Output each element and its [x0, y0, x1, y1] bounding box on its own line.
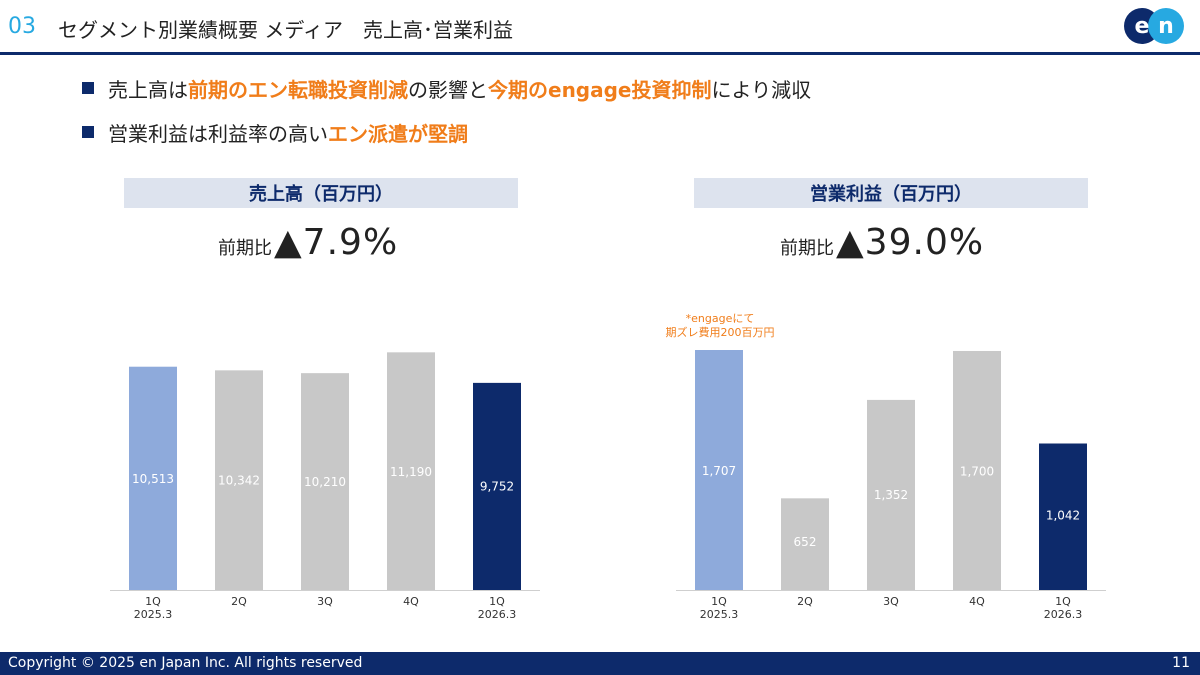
header-divider — [0, 52, 1200, 55]
revenue-bar-chart: 10,5131Q2025.310,3422Q10,2103Q11,1904Q9,… — [110, 352, 540, 621]
x-tick-label: 1Q — [489, 595, 505, 608]
x-tick-label: 1Q — [711, 595, 727, 608]
bullet-point-profit: 営業利益は利益率の高いエン派遣が堅調 — [82, 110, 811, 154]
bar — [1039, 443, 1087, 590]
yoy-label: 前期比 — [780, 238, 834, 259]
data-label: 10,342 — [218, 474, 260, 488]
x-tick-label: 4Q — [969, 595, 985, 608]
data-label: 9,752 — [480, 480, 514, 494]
bar — [781, 498, 829, 590]
en-logo: e n — [1124, 8, 1184, 44]
x-tick-label: 3Q — [883, 595, 899, 608]
body-text: により減収 — [711, 77, 812, 102]
yoy-value: ▲39.0% — [836, 222, 985, 263]
x-tick-label: 2Q — [797, 595, 813, 608]
x-tick-label: 2025.3 — [700, 608, 739, 621]
highlight-text: エン派遣が堅調 — [328, 121, 468, 146]
data-label: 1,352 — [874, 488, 908, 502]
slide-title: セグメント別業績概要 メディア 売上高･営業利益 — [58, 18, 513, 42]
bar — [301, 373, 349, 590]
data-label: 1,707 — [702, 464, 736, 478]
revenue-yoy: 前期比 ▲7.9% — [218, 222, 398, 263]
slide-header: 03 セグメント別業績概要 メディア 売上高･営業利益 e n — [0, 0, 1200, 56]
x-tick-label: 2025.3 — [134, 608, 173, 621]
section-number: 03 — [8, 14, 36, 39]
data-label: 11,190 — [390, 465, 432, 479]
logo-letter-n: n — [1158, 14, 1174, 39]
square-bullet-icon — [82, 126, 94, 138]
data-label: 10,513 — [132, 472, 174, 486]
profit-bar-chart: 1,7071Q2025.36522Q1,3523Q1,7004Q1,0421Q2… — [676, 350, 1106, 621]
yoy-value: ▲7.9% — [274, 222, 399, 263]
x-tick-label: 2Q — [231, 595, 247, 608]
highlight-text: 今期のengage投資抑制 — [488, 77, 712, 102]
square-bullet-icon — [82, 82, 94, 94]
data-label: 10,210 — [304, 475, 346, 489]
bullet-point-revenue: 売上高は前期のエン転職投資削減の影響と今期のengage投資抑制により減収 — [82, 66, 811, 110]
key-points: 売上高は前期のエン転職投資削減の影響と今期のengage投資抑制により減収 営業… — [82, 66, 811, 154]
bar — [695, 350, 743, 590]
body-text: 売上高は — [108, 77, 188, 102]
x-tick-label: 2026.3 — [1044, 608, 1083, 621]
profit-chart-title: 営業利益（百万円） — [694, 178, 1088, 208]
page-number: 11 — [1172, 655, 1190, 671]
logo-circle-right — [1148, 8, 1184, 44]
x-tick-label: 1Q — [1055, 595, 1071, 608]
copyright-text: Copyright © 2025 en Japan Inc. All right… — [8, 655, 363, 671]
bar — [215, 370, 263, 590]
bar — [473, 382, 521, 590]
bar — [953, 350, 1001, 590]
bar — [387, 352, 435, 590]
bullet-text: 売上高は前期のエン転職投資削減の影響と今期のengage投資抑制により減収 — [108, 74, 811, 103]
bar — [867, 399, 915, 590]
note-line: 期ズレ費用200百万円 — [665, 326, 775, 339]
revenue-chart-title: 売上高（百万円） — [124, 178, 518, 208]
bullet-text: 営業利益は利益率の高いエン派遣が堅調 — [108, 118, 468, 147]
x-tick-label: 2026.3 — [478, 608, 517, 621]
data-label: 1,042 — [1046, 509, 1080, 523]
yoy-label: 前期比 — [218, 238, 272, 259]
x-tick-label: 4Q — [403, 595, 419, 608]
logo-letter-e: e — [1135, 14, 1150, 39]
bar — [129, 366, 177, 590]
slide-footer: Copyright © 2025 en Japan Inc. All right… — [0, 652, 1200, 675]
engage-cost-note: *engageにて 期ズレ費用200百万円 — [640, 312, 800, 340]
data-label: 652 — [794, 535, 817, 549]
profit-yoy: 前期比 ▲39.0% — [780, 222, 984, 263]
x-tick-label: 1Q — [145, 595, 161, 608]
highlight-text: 前期のエン転職投資削減 — [188, 77, 408, 102]
x-tick-label: 3Q — [317, 595, 333, 608]
body-text: 営業利益は利益率の高い — [108, 121, 328, 146]
note-line: *engageにて — [685, 312, 755, 325]
body-text: の影響と — [408, 77, 488, 102]
data-label: 1,700 — [960, 464, 994, 478]
